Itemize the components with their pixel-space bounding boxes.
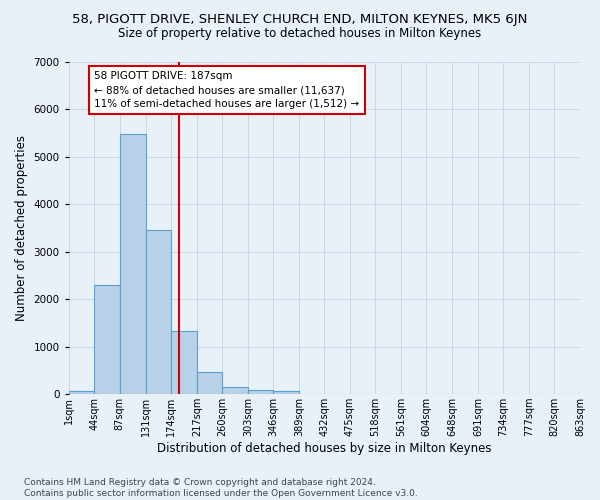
Y-axis label: Number of detached properties: Number of detached properties bbox=[15, 135, 28, 321]
Bar bbox=[94, 285, 120, 394]
Bar bbox=[172, 332, 197, 394]
Text: Contains HM Land Registry data © Crown copyright and database right 2024.
Contai: Contains HM Land Registry data © Crown c… bbox=[24, 478, 418, 498]
Bar bbox=[223, 387, 248, 394]
Bar bbox=[197, 372, 223, 394]
Text: 58, PIGOTT DRIVE, SHENLEY CHURCH END, MILTON KEYNES, MK5 6JN: 58, PIGOTT DRIVE, SHENLEY CHURCH END, MI… bbox=[73, 12, 527, 26]
Bar bbox=[69, 391, 94, 394]
Bar bbox=[120, 134, 146, 394]
X-axis label: Distribution of detached houses by size in Milton Keynes: Distribution of detached houses by size … bbox=[157, 442, 491, 455]
Bar bbox=[274, 392, 299, 394]
Bar bbox=[248, 390, 274, 394]
Bar bbox=[146, 230, 172, 394]
Text: Size of property relative to detached houses in Milton Keynes: Size of property relative to detached ho… bbox=[118, 28, 482, 40]
Text: 58 PIGOTT DRIVE: 187sqm
← 88% of detached houses are smaller (11,637)
11% of sem: 58 PIGOTT DRIVE: 187sqm ← 88% of detache… bbox=[94, 71, 359, 109]
